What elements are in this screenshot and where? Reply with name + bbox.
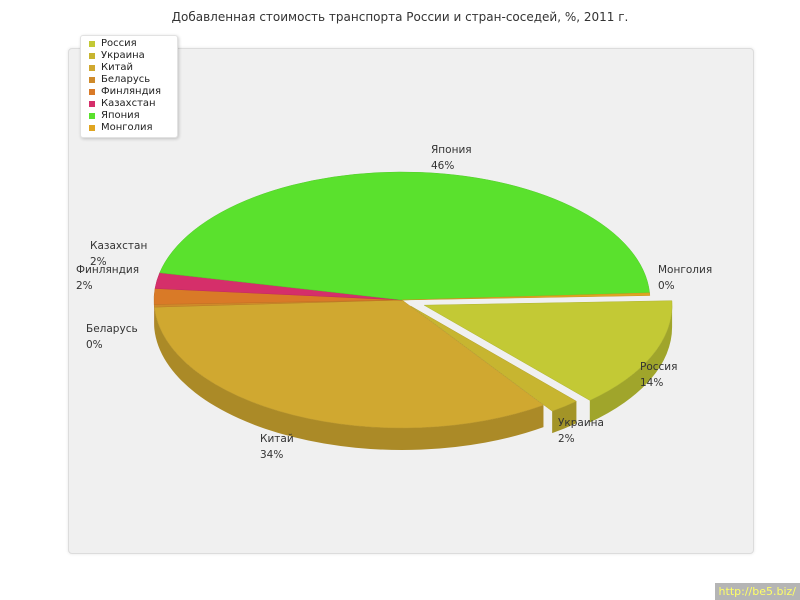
slice-label-7: Монголия (658, 264, 712, 276)
legend-swatch (89, 65, 95, 71)
legend-swatch (89, 41, 95, 47)
slice-value-0: 14% (640, 377, 663, 389)
slice-value-3: 0% (86, 339, 103, 351)
pie-slice-0 (423, 300, 673, 401)
chart-title: Добавленная стоимость транспорта России … (171, 10, 629, 24)
pie-slice-6 (159, 171, 650, 301)
slice-label-1: Украина (558, 417, 604, 429)
slice-value-1: 2% (558, 433, 575, 445)
pie-side-2 (154, 307, 544, 450)
slice-value-6: 46% (431, 160, 454, 172)
slice-label-5: Казахстан (90, 240, 147, 252)
slice-value-7: 0% (658, 280, 675, 292)
pie-side-0 (589, 305, 673, 423)
watermark: http://be5.biz/ (714, 583, 800, 600)
legend-swatch (89, 53, 95, 59)
legend-swatch (89, 113, 95, 119)
legend-label: Беларусь (101, 74, 151, 85)
pie-slice-2 (154, 299, 544, 429)
pie-slice-7 (401, 292, 651, 301)
legend-label: Украина (101, 50, 145, 61)
legend-item-2: Китай (81, 62, 177, 74)
legend-item-6: Япония (81, 110, 177, 122)
legend-label: Монголия (101, 122, 153, 133)
slice-label-6: Япония (431, 144, 472, 156)
legend-swatch (89, 101, 95, 107)
pie-side-1 (552, 401, 577, 434)
legend-item-0: Россия (81, 38, 177, 50)
slice-label-0: Россия (640, 361, 677, 373)
slice-value-4: 2% (76, 280, 93, 292)
legend-item-3: Беларусь (81, 74, 177, 86)
legend-swatch (89, 89, 95, 95)
slice-label-4: Финляндия (76, 264, 139, 276)
legend-item-1: Украина (81, 50, 177, 62)
legend-swatch (89, 125, 95, 131)
legend-swatch (89, 77, 95, 83)
legend-label: Россия (101, 38, 137, 49)
legend-label: Япония (101, 110, 140, 121)
legend-item-5: Казахстан (81, 98, 177, 110)
legend-item-4: Финляндия (81, 86, 177, 98)
legend-label: Китай (101, 62, 134, 73)
legend-label: Финляндия (101, 86, 162, 97)
slice-value-2: 34% (260, 449, 283, 461)
pie-slice-1 (410, 305, 577, 412)
slice-label-2: Китай (260, 433, 294, 445)
legend: Россия Украина Китай Беларусь Финляндия Казах… (80, 35, 178, 138)
legend-item-7: Монголия (81, 122, 177, 134)
legend-label: Казахстан (101, 98, 156, 109)
slice-label-3: Беларусь (86, 323, 138, 335)
slice-value-5: 2% (90, 256, 107, 268)
